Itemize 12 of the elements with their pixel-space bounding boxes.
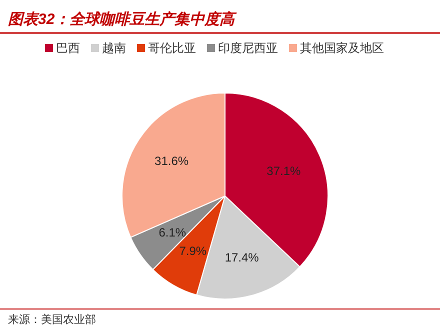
title: 图表32：全球咖啡豆生产集中度高 <box>8 11 235 28</box>
data-label: 31.6% <box>154 154 189 168</box>
legend-label: 印度尼西亚 <box>218 41 278 55</box>
legend-label: 巴西 <box>56 41 80 55</box>
legend-label: 其他国家及地区 <box>300 41 384 55</box>
data-label: 6.1% <box>158 225 186 240</box>
data-label: 37.1% <box>266 164 301 178</box>
data-label: 7.9% <box>179 244 207 258</box>
source-note: 来源：美国农业部 <box>8 313 96 326</box>
data-label: 17.4% <box>224 250 260 265</box>
legend-label: 越南 <box>102 41 126 55</box>
legend-label: 哥伦比亚 <box>148 41 196 55</box>
